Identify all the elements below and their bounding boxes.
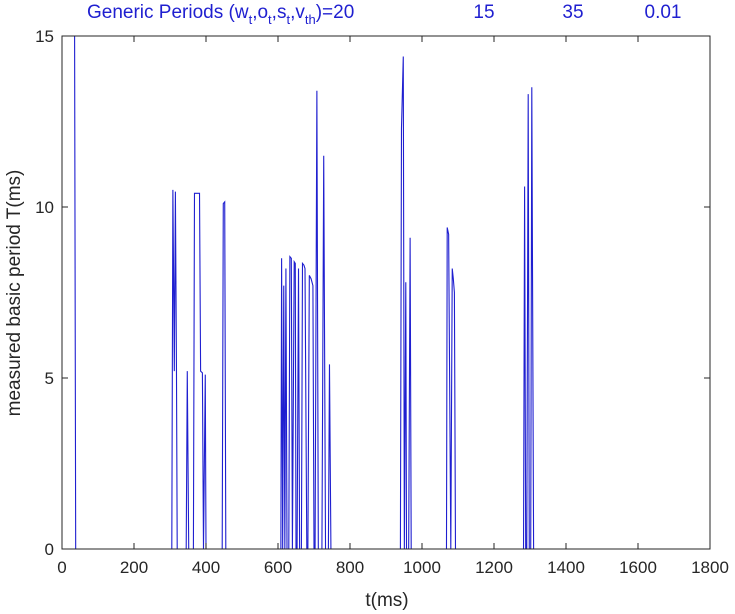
x-tick-label: 0 bbox=[57, 558, 66, 577]
axes-box bbox=[61, 35, 711, 550]
data-series-line-0 bbox=[62, 35, 638, 550]
y-tick-label: 5 bbox=[45, 369, 54, 388]
y-tick-label: 0 bbox=[45, 540, 54, 559]
x-tick-label: 400 bbox=[192, 558, 220, 577]
x-tick-label: 1000 bbox=[403, 558, 441, 577]
y-axis-label: measured basic period T(ms) bbox=[4, 170, 25, 417]
x-tick-label: 1800 bbox=[691, 558, 729, 577]
x-tick-label: 1400 bbox=[547, 558, 585, 577]
plot-lines bbox=[62, 35, 638, 550]
y-tick-label: 15 bbox=[35, 27, 54, 46]
title-sub-v: th bbox=[305, 12, 316, 27]
title-value-ot: 15 bbox=[473, 2, 494, 23]
x-tick-label: 800 bbox=[336, 558, 364, 577]
title-sep-v: ,v bbox=[290, 2, 305, 23]
chart-title: Generic Periods (wt,ot,st,vth)=20 bbox=[87, 2, 354, 27]
title-suffix: )=20 bbox=[316, 2, 355, 23]
x-axis-label: t(ms) bbox=[365, 590, 408, 611]
x-tick-label: 1600 bbox=[619, 558, 657, 577]
title-prefix: Generic Periods (w bbox=[87, 2, 249, 23]
title-value-vth: 0.01 bbox=[645, 2, 682, 23]
y-tick-label: 10 bbox=[35, 198, 54, 217]
x-tick-label: 200 bbox=[120, 558, 148, 577]
title-sep-s: ,s bbox=[272, 2, 287, 23]
title-sub-s: t bbox=[286, 12, 290, 27]
ticks: 0 200 400 600 800 1000 1200 1400 1600 1800 0 5 10 15 bbox=[35, 27, 729, 577]
title-sub-o: t bbox=[268, 12, 272, 27]
title-value-st: 35 bbox=[562, 2, 583, 23]
x-tick-label: 1200 bbox=[475, 558, 513, 577]
title-sep-o: ,o bbox=[252, 2, 268, 23]
title-sub-w: t bbox=[249, 12, 253, 27]
x-tick-label: 600 bbox=[264, 558, 292, 577]
